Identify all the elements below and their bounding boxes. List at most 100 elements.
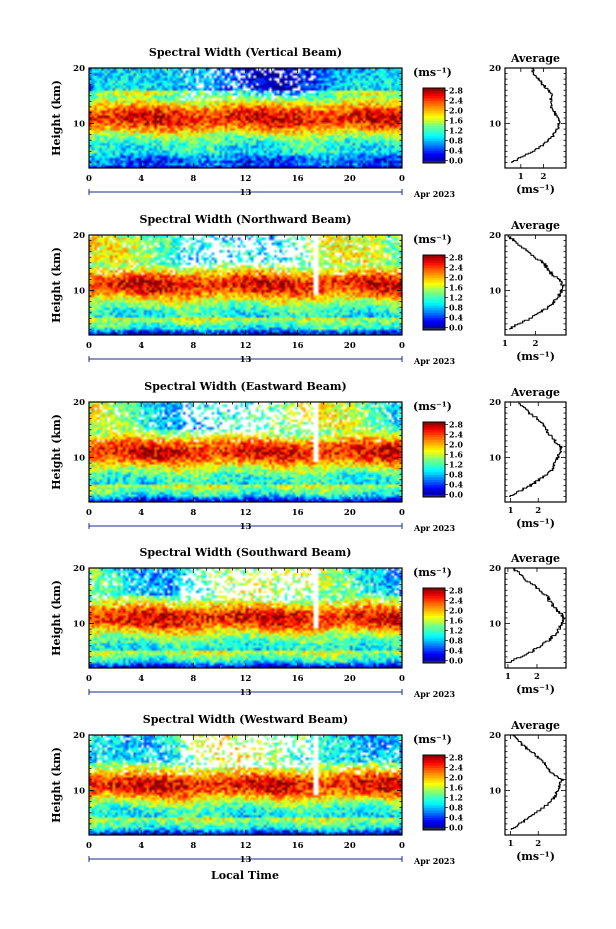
x-tick-label: 12 <box>240 174 252 184</box>
day-label: 13 <box>240 855 252 865</box>
colorbar-segment <box>423 272 445 276</box>
colorbar-segment <box>423 138 445 141</box>
colorbar-segment <box>423 88 445 91</box>
colorbar-segment <box>423 434 445 438</box>
x-tick-label: 16 <box>292 341 304 351</box>
colorbar-segment <box>423 310 445 313</box>
colorbar-segment <box>423 123 445 126</box>
x-tick-label: 0 <box>399 841 405 851</box>
y-tick-label: 20 <box>73 731 85 741</box>
panel-0: Spectral Width (Vertical Beam)1020Height… <box>50 46 567 199</box>
day-label: 13 <box>240 688 252 698</box>
date-label: Apr 2023 <box>413 523 456 533</box>
colorbar-segment <box>423 812 445 816</box>
x-tick-label: 8 <box>190 674 196 684</box>
colorbar-segment <box>423 277 445 281</box>
colorbar-segment <box>423 802 445 806</box>
x-tick-label: 0 <box>399 341 405 351</box>
colorbar-segment <box>423 265 445 268</box>
average-x-tick-label: 2 <box>540 172 546 182</box>
x-tick-label: 4 <box>138 674 144 684</box>
colorbar-tick-label: 0.0 <box>449 656 463 666</box>
x-tick-label: 20 <box>344 841 356 851</box>
average-y-tick-label: 20 <box>489 564 501 574</box>
colorbar-segment <box>423 815 445 818</box>
colorbar-tick-label: 2.8 <box>449 420 463 430</box>
colorbar-segment <box>423 822 445 826</box>
colorbar-segment <box>423 322 445 326</box>
average-y-tick-label: 20 <box>489 231 501 241</box>
colorbar-segment <box>423 467 445 470</box>
colorbar-segment <box>423 825 445 828</box>
y-tick-label: 20 <box>73 231 85 241</box>
colorbar-segment <box>423 462 445 465</box>
y-tick-label: 10 <box>73 454 85 464</box>
colorbar-segment <box>423 628 445 631</box>
colorbar-frame <box>422 254 446 331</box>
x-tick-label: 0 <box>86 174 92 184</box>
colorbar-segment <box>423 593 445 596</box>
colorbar-segment <box>423 327 445 331</box>
colorbar-segment <box>423 424 445 428</box>
average-y-tick-label: 10 <box>489 120 501 130</box>
colorbar-segment <box>423 108 445 111</box>
date-label: Apr 2023 <box>413 189 456 199</box>
colorbar-segment <box>423 125 445 129</box>
heatmap-image <box>89 68 402 168</box>
average-x-label: (ms⁻¹) <box>516 683 555 696</box>
panel-1: Spectral Width (Northward Beam)1020Heigh… <box>50 213 567 366</box>
colorbar-segment <box>423 613 445 616</box>
colorbar-segment <box>423 160 445 164</box>
colorbar-tick-label: 0.4 <box>449 646 463 656</box>
x-tick-label: 8 <box>190 174 196 184</box>
colorbar-tick-label: 0.8 <box>449 136 463 146</box>
y-axis-label: Height (km) <box>50 747 63 823</box>
colorbar-segment <box>423 429 445 433</box>
colorbar-segment <box>423 820 445 823</box>
colorbar-segment <box>423 287 445 291</box>
colorbar-segment <box>423 130 445 134</box>
colorbar-tick-label: 2.8 <box>449 586 463 596</box>
colorbar-segment <box>423 658 445 661</box>
average-y-tick-label: 20 <box>489 731 501 741</box>
colorbar-segment <box>423 767 445 771</box>
colorbar-segment <box>423 588 445 591</box>
colorbar-segment <box>423 482 445 485</box>
average-y-tick-label: 10 <box>489 620 501 630</box>
colorbar-tick-label: 2.0 <box>449 106 463 116</box>
colorbar-segment <box>423 257 445 261</box>
colorbar-segment <box>423 113 445 116</box>
y-tick-label: 10 <box>73 787 85 797</box>
average-x-label: (ms⁻¹) <box>516 517 555 530</box>
colorbar-segment <box>423 487 445 490</box>
heatmap-image <box>89 235 402 335</box>
average-x-tick-label: 2 <box>534 672 540 682</box>
date-label: Apr 2023 <box>413 856 456 866</box>
colorbar-segment <box>423 623 445 626</box>
x-tick-label: 20 <box>344 508 356 518</box>
colorbar-segment <box>423 645 445 649</box>
colorbar-segment <box>423 620 445 624</box>
colorbar-segment <box>423 320 445 323</box>
colorbar-segment <box>423 827 445 831</box>
heatmap-image <box>89 735 402 835</box>
average-x-tick-label: 1 <box>502 339 508 349</box>
heatmap-image <box>89 402 402 502</box>
colorbar-segment <box>423 267 445 271</box>
colorbar-tick-label: 0.8 <box>449 470 463 480</box>
x-tick-label: 0 <box>86 508 92 518</box>
colorbar-segment <box>423 454 445 458</box>
day-label: 13 <box>240 522 252 532</box>
colorbar-unit: (ms⁻¹) <box>413 733 452 746</box>
colorbar-tick-label: 0.4 <box>449 146 463 156</box>
colorbar-segment <box>423 133 445 136</box>
day-label: 13 <box>240 188 252 198</box>
colorbar-tick-label: 2.4 <box>449 763 463 773</box>
colorbar-tick-label: 0.8 <box>449 636 463 646</box>
colorbar-segment <box>423 638 445 641</box>
y-axis-label: Height (km) <box>50 414 63 490</box>
colorbar-tick-label: 1.6 <box>449 450 463 460</box>
colorbar-segment <box>423 762 445 766</box>
y-tick-label: 10 <box>73 120 85 130</box>
